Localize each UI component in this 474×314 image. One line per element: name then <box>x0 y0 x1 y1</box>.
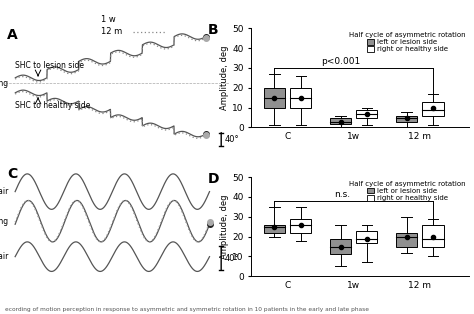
Bar <box>264 88 285 108</box>
Y-axis label: Amplitude, deg: Amplitude, deg <box>220 194 229 259</box>
Text: p<0.001: p<0.001 <box>321 57 360 66</box>
Bar <box>264 225 285 233</box>
Text: SHC to healthy side: SHC to healthy side <box>15 101 91 110</box>
Text: B: B <box>208 23 219 37</box>
Text: 1 w: 1 w <box>101 15 116 24</box>
Text: 40°: 40° <box>225 254 240 263</box>
Text: SHC to lesion side: SHC to lesion side <box>15 61 84 70</box>
Text: Tracking: Tracking <box>0 78 9 88</box>
Bar <box>356 231 377 243</box>
Bar <box>291 88 311 108</box>
Bar <box>396 233 417 246</box>
Text: C: C <box>7 167 17 181</box>
Y-axis label: Amplitude, deg: Amplitude, deg <box>220 46 229 110</box>
Text: Chair: Chair <box>0 252 9 261</box>
Bar <box>396 116 417 122</box>
Bar <box>422 225 444 246</box>
Text: Chair: Chair <box>0 187 9 196</box>
Text: A: A <box>7 28 18 42</box>
Legend: left or lesion side, right or healthy side: left or lesion side, right or healthy si… <box>349 32 466 52</box>
Bar <box>422 102 444 116</box>
Text: D: D <box>208 172 219 186</box>
Text: Tracking: Tracking <box>0 217 9 226</box>
Text: ecording of motion perception in response to asymmetric and symmetric rotation i: ecording of motion perception in respons… <box>5 307 369 312</box>
Bar <box>356 110 377 117</box>
Legend: left or lesion side, right or healthy side: left or lesion side, right or healthy si… <box>349 181 466 201</box>
Text: n.s.: n.s. <box>334 190 350 199</box>
Bar <box>330 117 351 123</box>
Text: 12 m: 12 m <box>101 27 122 36</box>
Text: 40°: 40° <box>225 135 240 144</box>
Bar <box>330 239 351 254</box>
Bar <box>291 219 311 233</box>
